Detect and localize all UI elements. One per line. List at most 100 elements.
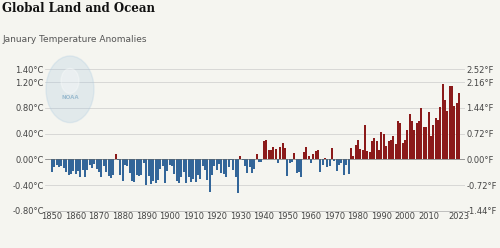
Bar	[202, 159, 203, 166]
Bar	[258, 159, 260, 162]
Bar	[218, 159, 220, 164]
Bar	[194, 159, 196, 182]
Bar	[310, 159, 312, 163]
Bar	[263, 141, 265, 159]
Bar	[314, 151, 316, 159]
Bar	[128, 159, 130, 173]
Bar	[390, 140, 392, 159]
Bar	[340, 159, 342, 163]
Bar	[98, 159, 100, 172]
Bar	[308, 155, 310, 159]
Bar	[220, 159, 222, 173]
Bar	[317, 150, 319, 159]
Bar	[246, 159, 248, 173]
Bar	[326, 159, 328, 167]
Bar	[411, 122, 413, 159]
Bar	[91, 159, 93, 168]
Bar	[282, 143, 284, 159]
Bar	[320, 159, 322, 172]
Bar	[94, 159, 96, 164]
Bar	[270, 150, 272, 159]
Bar	[96, 159, 98, 169]
Bar	[131, 159, 133, 181]
Bar	[434, 118, 436, 159]
Bar	[63, 159, 65, 168]
Bar	[58, 159, 60, 167]
Bar	[77, 159, 79, 171]
Bar	[456, 103, 458, 159]
Bar	[374, 138, 376, 159]
Bar	[80, 159, 82, 177]
Bar	[211, 159, 213, 175]
Bar	[423, 127, 425, 159]
Bar	[268, 150, 270, 159]
Bar	[237, 159, 239, 193]
Bar	[360, 149, 362, 159]
Bar	[348, 159, 350, 174]
Bar	[454, 106, 456, 159]
Bar	[124, 159, 126, 165]
Bar	[240, 155, 242, 159]
Bar	[174, 159, 176, 174]
Bar	[298, 159, 300, 172]
Bar	[380, 132, 382, 159]
Bar	[70, 159, 72, 174]
Bar	[446, 111, 448, 159]
Bar	[150, 159, 152, 184]
Bar	[166, 159, 168, 171]
Text: Global Land and Ocean: Global Land and Ocean	[2, 2, 156, 15]
Bar	[385, 146, 387, 159]
Bar	[197, 159, 199, 176]
Bar	[343, 159, 345, 176]
Bar	[400, 124, 402, 159]
Bar	[214, 159, 216, 166]
Bar	[334, 159, 336, 161]
Bar	[371, 141, 373, 159]
Bar	[338, 159, 340, 165]
Bar	[108, 159, 110, 176]
Bar	[180, 159, 182, 177]
Bar	[225, 159, 227, 177]
Bar	[112, 159, 114, 175]
Bar	[178, 159, 180, 183]
Bar	[234, 159, 236, 177]
Bar	[230, 159, 232, 160]
Bar	[251, 159, 253, 173]
Bar	[420, 108, 422, 159]
Bar	[200, 159, 202, 179]
Bar	[204, 159, 206, 170]
Bar	[68, 159, 70, 175]
Bar	[274, 149, 276, 159]
Bar	[440, 107, 442, 159]
Bar	[357, 140, 359, 159]
Bar	[425, 127, 427, 159]
Bar	[154, 159, 156, 183]
Bar	[428, 112, 430, 159]
Bar	[284, 149, 286, 159]
Bar	[140, 159, 142, 175]
Bar	[324, 158, 326, 159]
Bar	[296, 159, 298, 173]
Bar	[244, 159, 246, 166]
Bar	[272, 147, 274, 159]
Bar	[105, 159, 107, 172]
Bar	[322, 159, 324, 165]
Bar	[254, 159, 256, 169]
Bar	[352, 155, 354, 159]
Bar	[216, 159, 218, 170]
Bar	[114, 154, 116, 159]
Bar	[277, 159, 279, 163]
Bar	[364, 125, 366, 159]
Bar	[280, 147, 281, 159]
Bar	[54, 159, 56, 167]
Bar	[162, 159, 164, 166]
Bar	[303, 152, 305, 159]
Bar	[394, 144, 396, 159]
Bar	[416, 124, 418, 159]
Bar	[74, 159, 76, 174]
Bar	[56, 159, 58, 164]
Bar	[192, 159, 194, 179]
Bar	[305, 147, 307, 159]
Bar	[265, 140, 267, 159]
Text: January Temperature Anomalies: January Temperature Anomalies	[2, 35, 147, 44]
